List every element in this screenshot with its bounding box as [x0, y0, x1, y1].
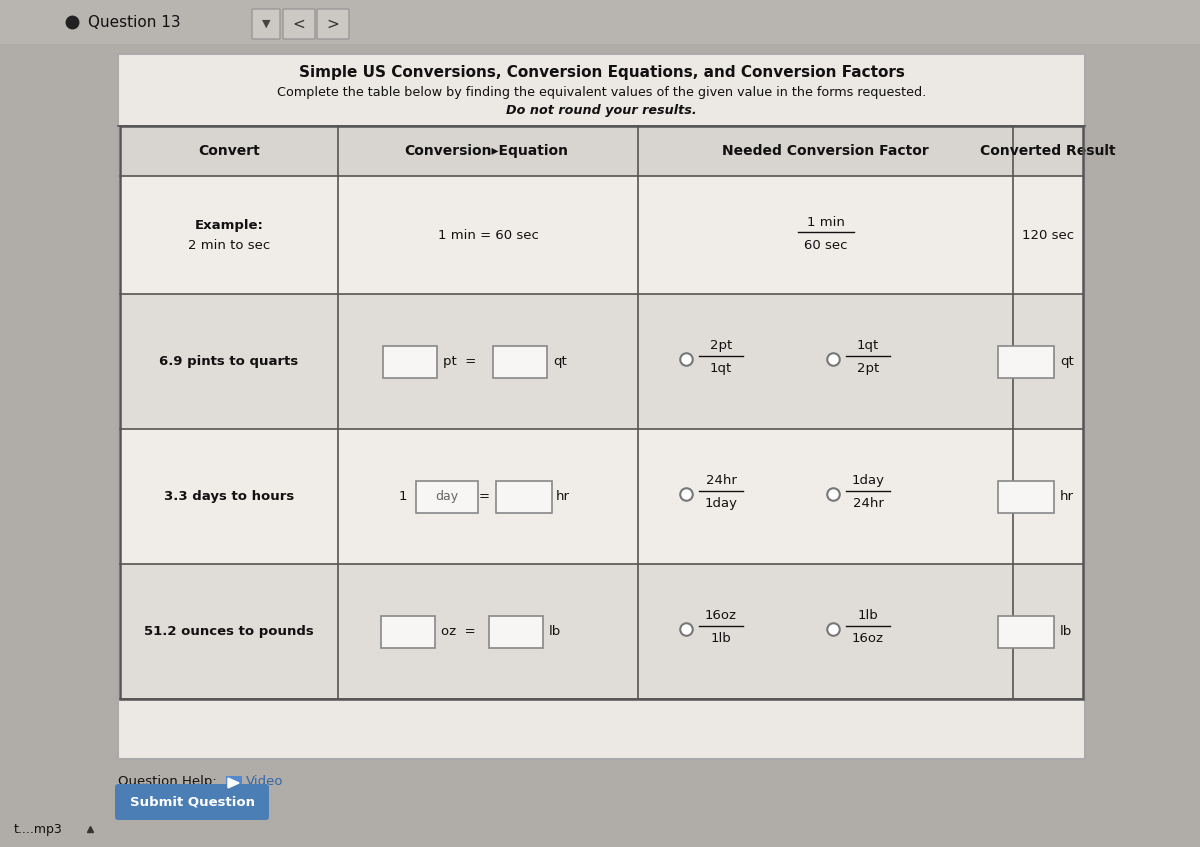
Text: Needed Conversion Factor: Needed Conversion Factor: [722, 144, 929, 158]
Bar: [118, 54, 1085, 759]
Text: 1lb: 1lb: [858, 609, 878, 622]
Text: 1: 1: [398, 490, 407, 503]
Text: ▼: ▼: [262, 19, 270, 29]
Text: 16oz: 16oz: [706, 609, 737, 622]
Text: 24hr: 24hr: [706, 474, 737, 487]
Text: hr: hr: [556, 490, 570, 503]
Text: 1 min: 1 min: [806, 215, 845, 229]
Text: =: =: [479, 490, 490, 503]
Text: 24hr: 24hr: [852, 497, 883, 510]
Text: 2 min to sec: 2 min to sec: [188, 239, 270, 252]
FancyBboxPatch shape: [115, 784, 269, 820]
Bar: [120, 294, 1084, 429]
Text: 1day: 1day: [852, 474, 884, 487]
Text: 2pt: 2pt: [857, 362, 880, 375]
FancyBboxPatch shape: [490, 616, 542, 647]
Text: t....mp3: t....mp3: [14, 822, 62, 835]
Text: 2pt: 2pt: [710, 339, 732, 352]
Text: lb: lb: [550, 625, 562, 638]
FancyBboxPatch shape: [252, 9, 280, 39]
Text: Complete the table below by finding the equivalent values of the given value in : Complete the table below by finding the …: [277, 86, 926, 98]
Bar: [0, 811, 1200, 847]
Text: 1lb: 1lb: [710, 632, 731, 645]
FancyBboxPatch shape: [416, 480, 478, 512]
Text: hr: hr: [1060, 490, 1074, 503]
Text: pt  =: pt =: [443, 355, 476, 368]
Text: Conversion▸Equation: Conversion▸Equation: [404, 144, 568, 158]
Text: Simple US Conversions, Conversion Equations, and Conversion Factors: Simple US Conversions, Conversion Equati…: [299, 64, 905, 80]
Text: 60 sec: 60 sec: [804, 239, 847, 252]
Bar: [0, 0, 1200, 44]
Text: 6.9 pints to quarts: 6.9 pints to quarts: [160, 355, 299, 368]
FancyBboxPatch shape: [998, 616, 1054, 647]
Bar: [120, 429, 1084, 564]
Bar: [226, 776, 242, 790]
Text: Do not round your results.: Do not round your results.: [506, 103, 697, 117]
Text: Question 13: Question 13: [88, 14, 181, 30]
Text: 1qt: 1qt: [710, 362, 732, 375]
Text: 1qt: 1qt: [857, 339, 880, 352]
Text: 3.3 days to hours: 3.3 days to hours: [164, 490, 294, 503]
Text: qt: qt: [1060, 355, 1074, 368]
Text: Question Help:: Question Help:: [118, 774, 217, 788]
Polygon shape: [228, 778, 239, 788]
FancyBboxPatch shape: [496, 480, 552, 512]
Text: Example:: Example:: [194, 219, 264, 231]
Bar: [120, 126, 1084, 699]
Text: lb: lb: [1060, 625, 1073, 638]
Bar: [120, 126, 1084, 176]
Text: Video: Video: [246, 774, 283, 788]
Text: Submit Question: Submit Question: [130, 795, 254, 809]
FancyBboxPatch shape: [382, 616, 436, 647]
Bar: [120, 176, 1084, 294]
FancyBboxPatch shape: [998, 346, 1054, 378]
Text: 1 min = 60 sec: 1 min = 60 sec: [438, 229, 539, 241]
Text: 120 sec: 120 sec: [1022, 229, 1074, 241]
FancyBboxPatch shape: [283, 9, 314, 39]
Text: Converted Result: Converted Result: [980, 144, 1116, 158]
FancyBboxPatch shape: [383, 346, 437, 378]
Text: <: <: [293, 16, 305, 31]
Text: qt: qt: [553, 355, 566, 368]
Text: day: day: [436, 490, 458, 503]
Text: oz  =: oz =: [442, 625, 475, 638]
Text: 1day: 1day: [704, 497, 738, 510]
Text: Convert: Convert: [198, 144, 260, 158]
Bar: [120, 564, 1084, 699]
Text: >: >: [326, 16, 340, 31]
Text: 51.2 ounces to pounds: 51.2 ounces to pounds: [144, 625, 314, 638]
FancyBboxPatch shape: [317, 9, 349, 39]
FancyBboxPatch shape: [493, 346, 547, 378]
Text: 16oz: 16oz: [852, 632, 884, 645]
FancyBboxPatch shape: [998, 480, 1054, 512]
